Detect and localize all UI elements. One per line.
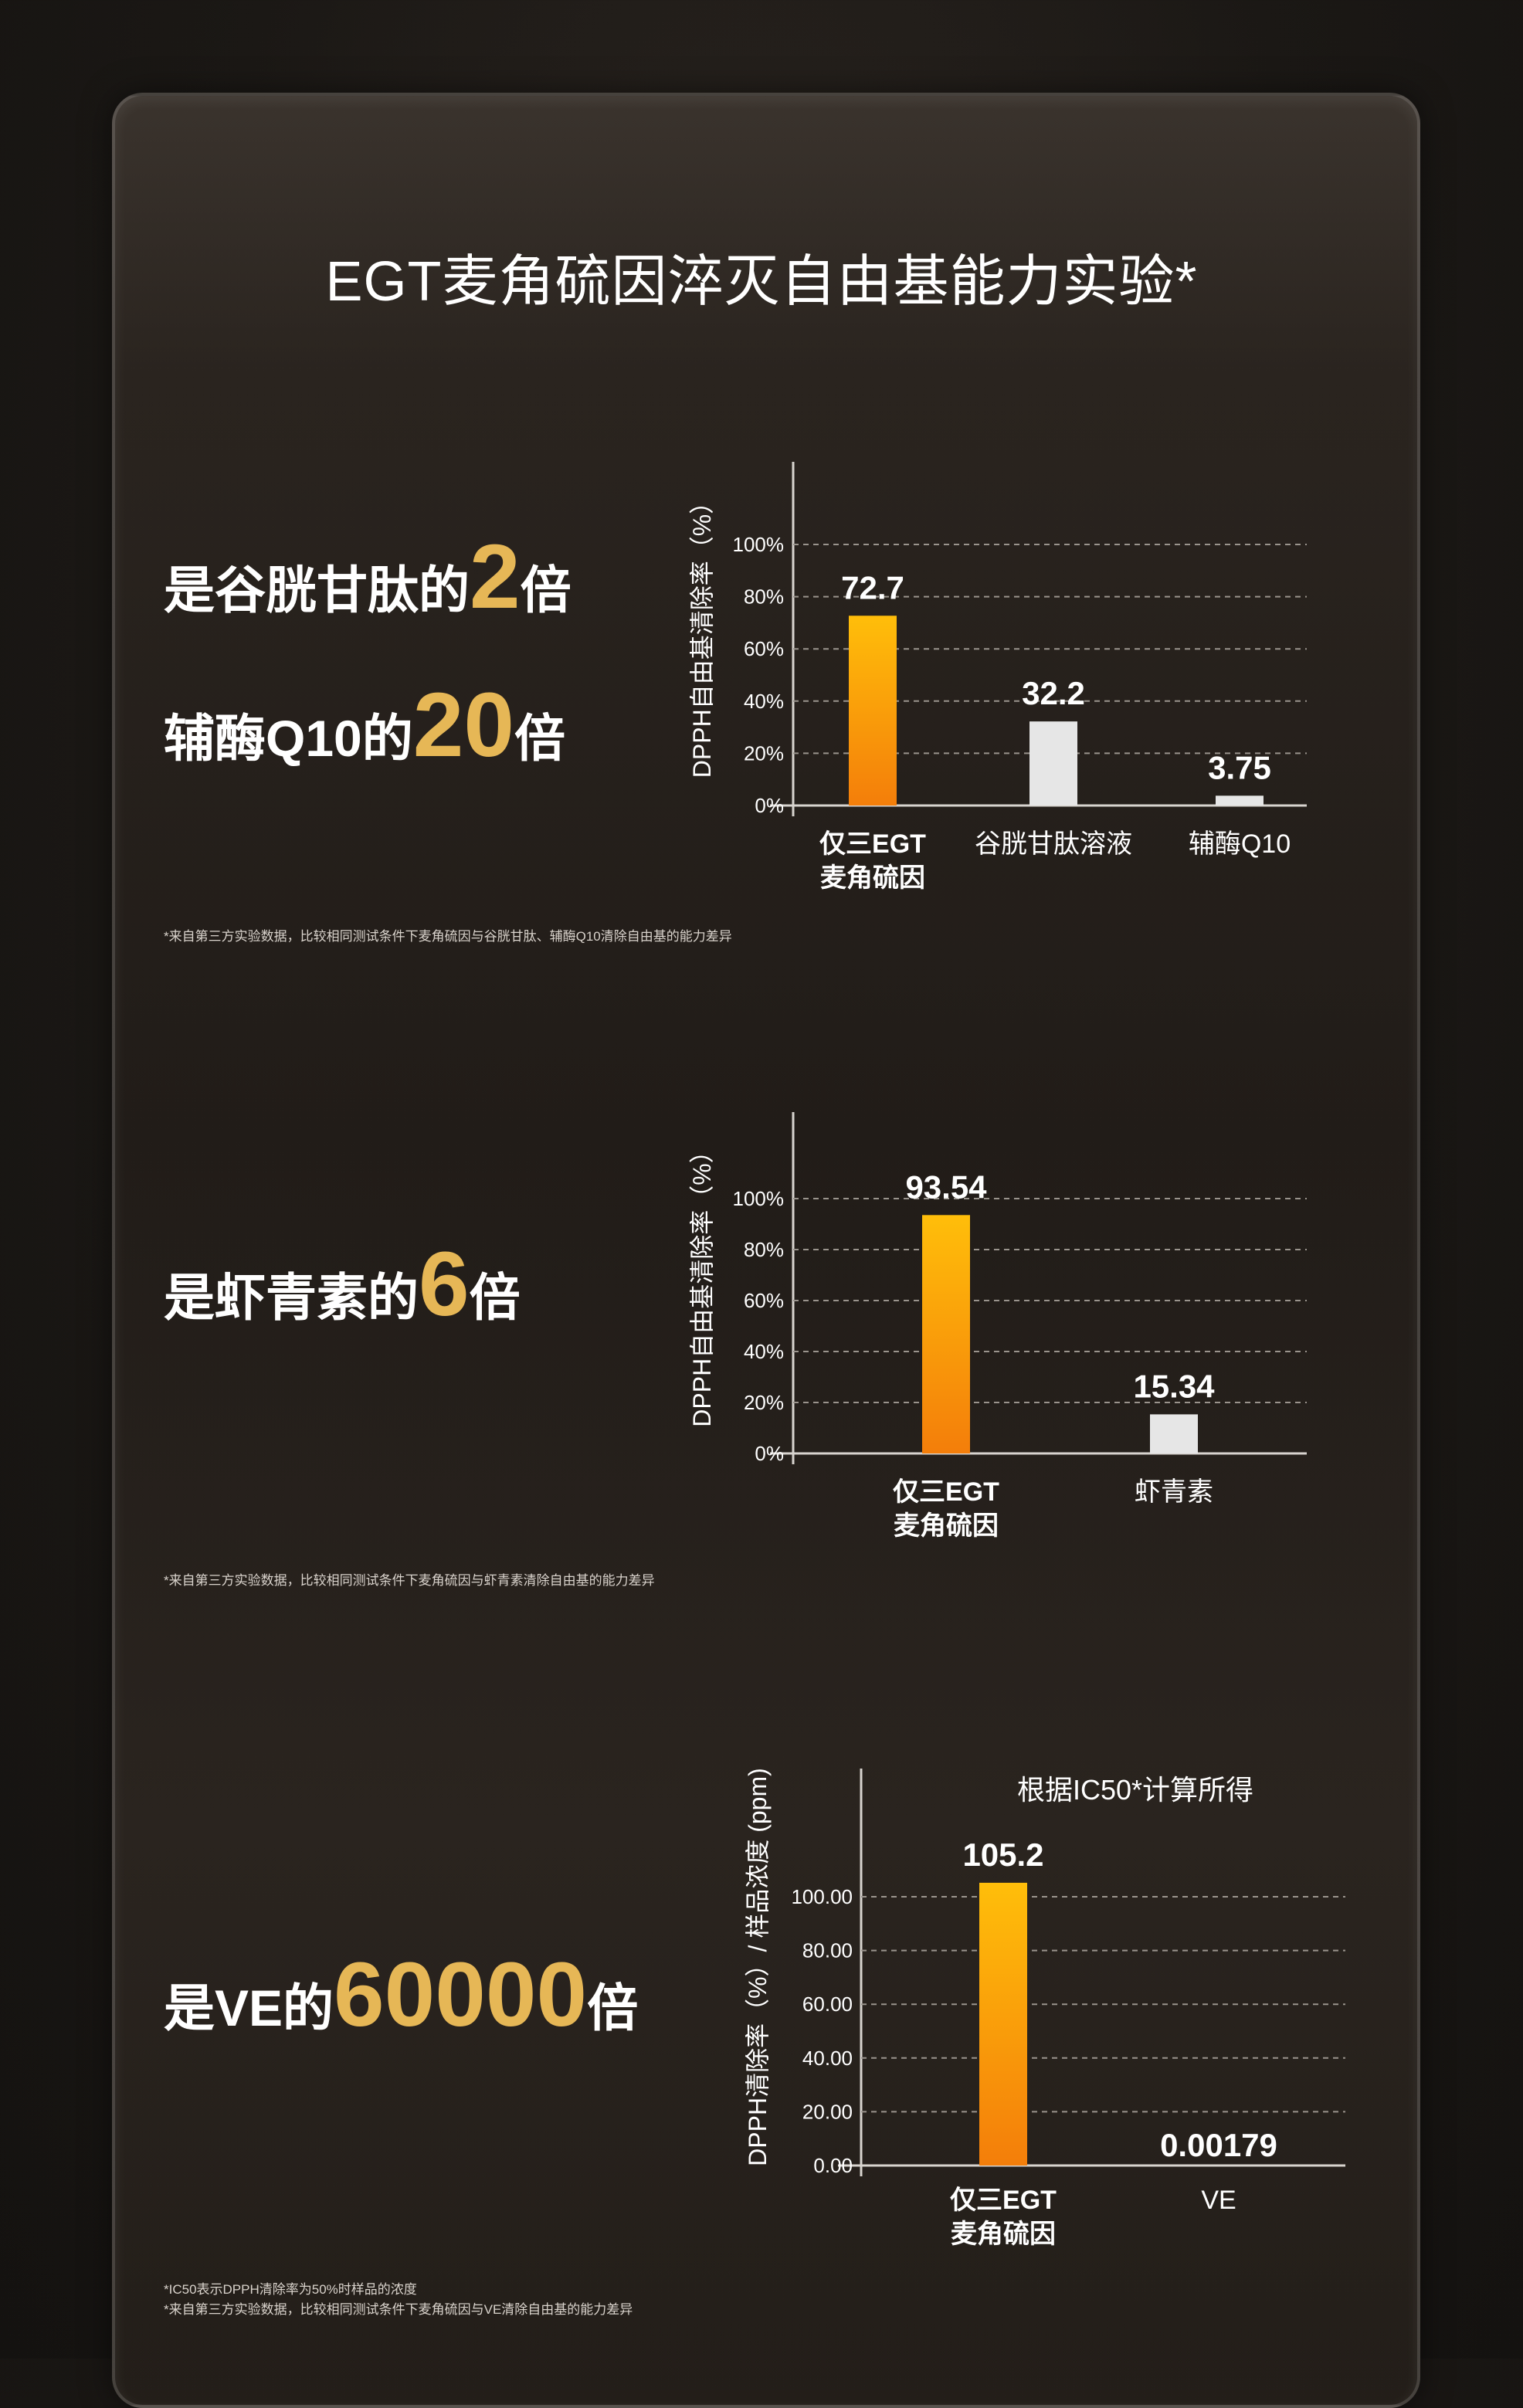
bar-value-label: 105.2 <box>962 1837 1043 1873</box>
y-tick-label: 0% <box>755 794 784 817</box>
claim-number: 2 <box>470 526 521 628</box>
y-tick-label: 100.00 <box>791 1885 853 1908</box>
footnote-3a: *IC50表示DPPH清除率为50%时样品的浓度 <box>164 2282 417 2297</box>
y-tick-label: 20% <box>744 741 784 765</box>
bar-value-label: 3.75 <box>1208 749 1271 785</box>
category-label: VE <box>1201 2186 1236 2215</box>
bar <box>979 1882 1027 2166</box>
footnote-3b: *来自第三方实验数据，比较相同测试条件下麦角硫因与VE清除自由基的能力差异 <box>164 2302 633 2317</box>
bar <box>1216 795 1264 805</box>
bar-value-label: 32.2 <box>1022 675 1085 711</box>
category-label: 仅三EGT <box>819 829 926 859</box>
category-label: 谷胱甘肽溶液 <box>975 829 1132 859</box>
y-tick-label: 0% <box>755 1442 784 1465</box>
bar-value-label: 72.7 <box>841 569 904 605</box>
category-label: 麦角硫因 <box>951 2220 1056 2249</box>
category-label: 麦角硫因 <box>894 1511 999 1541</box>
claim-coq10: 辅酶Q10的20倍 <box>164 680 565 771</box>
claim-ve: 是VE的60000倍 <box>164 1949 638 2040</box>
page-title: EGT麦角硫因淬灭自由基能力实验* <box>325 251 1198 313</box>
y-axis-title: DPPH自由基清除率（%） <box>688 1138 716 1426</box>
claim-number: 60000 <box>334 1944 588 2046</box>
y-tick-label: 40% <box>744 690 784 713</box>
claim-astaxanthin: 是虾青素的6倍 <box>164 1239 521 1330</box>
claim-glutathione: 是谷胱甘肽的2倍 <box>164 531 572 622</box>
footnote-1: *来自第三方实验数据，比较相同测试条件下麦角硫因与谷胱甘肽、辅酶Q10清除自由基… <box>164 929 732 944</box>
claim-suffix: 倍 <box>587 1979 639 2037</box>
claim-prefix: 是谷胱甘肽的 <box>164 561 470 619</box>
y-tick-label: 40% <box>744 1340 784 1363</box>
footnote-2: *来自第三方实验数据，比较相同测试条件下麦角硫因与虾青素清除自由基的能力差异 <box>164 1573 655 1588</box>
bar <box>922 1215 970 1453</box>
category-label: 仅三EGT <box>950 2186 1057 2215</box>
y-tick-label: 100% <box>733 533 785 556</box>
bar-value-label: 93.54 <box>905 1168 987 1205</box>
y-tick-label: 60% <box>744 1289 784 1312</box>
y-tick-label: 20% <box>744 1391 784 1414</box>
claim-number: 6 <box>419 1233 470 1335</box>
y-tick-label: 20.00 <box>802 2100 853 2123</box>
bar-value-label: 0.00179 <box>1160 2127 1277 2163</box>
y-axis-title: DPPH自由基清除率（%） <box>688 490 716 778</box>
category-label: 麦角硫因 <box>820 863 925 893</box>
bar-value-label: 15.34 <box>1133 1368 1215 1404</box>
y-tick-label: 100% <box>733 1187 785 1210</box>
content-panel <box>112 93 1420 2408</box>
bar <box>1150 1414 1198 1453</box>
y-tick-label: 40.00 <box>802 2047 853 2070</box>
claim-suffix: 倍 <box>469 1269 521 1326</box>
bar-charts: 0% 20% 40% 60% 80% 100% DPPH自由基清除率（%） 72.7 仅三EGT… <box>688 462 1345 2249</box>
y-tick-label: 60.00 <box>802 1993 853 2016</box>
y-tick-label: 80% <box>744 1238 784 1261</box>
claim-prefix: 是虾青素的 <box>164 1269 419 1326</box>
claim-prefix: 是VE的 <box>164 1979 334 2037</box>
y-tick-label: 80% <box>744 585 784 609</box>
claim-number: 20 <box>412 674 515 776</box>
chart-annotation: 根据IC50*计算所得 <box>1017 1774 1253 1806</box>
category-label: 虾青素 <box>1135 1477 1213 1507</box>
bar <box>1029 721 1077 805</box>
y-tick-label: 80.00 <box>802 1939 853 1962</box>
y-tick-label: 60% <box>744 637 784 660</box>
category-label: 辅酶Q10 <box>1189 829 1291 859</box>
claim-prefix: 辅酶Q10的 <box>164 710 413 767</box>
claim-suffix: 倍 <box>520 561 572 619</box>
y-axis-title: DPPH清除率（%）/ 样品浓度 (ppm) <box>744 1768 772 2166</box>
category-label: 仅三EGT <box>893 1477 999 1507</box>
claim-suffix: 倍 <box>514 710 566 767</box>
bar <box>849 616 897 805</box>
y-tick-label: 0.00 <box>813 2154 853 2177</box>
